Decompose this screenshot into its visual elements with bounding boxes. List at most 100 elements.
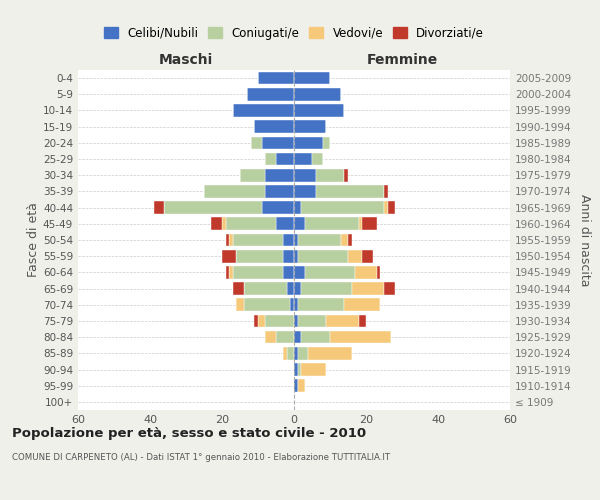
Bar [222, 218, 226, 230]
Y-axis label: Anni di nascita: Anni di nascita [578, 194, 591, 286]
Bar [384, 202, 388, 214]
Bar [330, 331, 391, 344]
Bar [290, 298, 294, 311]
Bar [298, 234, 341, 246]
Bar [229, 234, 233, 246]
Text: COMUNE DI CARPENETO (AL) - Dati ISTAT 1° gennaio 2010 - Elaborazione TUTTITALIA.: COMUNE DI CARPENETO (AL) - Dati ISTAT 1°… [12, 452, 390, 462]
Bar [326, 314, 359, 328]
Bar [287, 347, 294, 360]
Bar [244, 298, 290, 311]
Bar [294, 169, 316, 181]
Bar [294, 136, 323, 149]
Legend: Celibi/Nubili, Coniugati/e, Vedovi/e, Divorziati/e: Celibi/Nubili, Coniugati/e, Vedovi/e, Di… [104, 26, 484, 40]
Bar [294, 104, 344, 117]
Bar [283, 266, 294, 278]
Bar [294, 202, 301, 214]
Bar [283, 234, 294, 246]
Bar [316, 169, 344, 181]
Text: Popolazione per età, sesso e stato civile - 2010: Popolazione per età, sesso e stato civil… [12, 428, 366, 440]
Bar [294, 120, 326, 133]
Bar [298, 314, 326, 328]
Bar [276, 331, 294, 344]
Bar [294, 185, 316, 198]
Bar [294, 347, 298, 360]
Bar [233, 234, 283, 246]
Bar [154, 202, 164, 214]
Bar [265, 152, 276, 166]
Bar [233, 282, 244, 295]
Bar [377, 266, 380, 278]
Bar [265, 185, 294, 198]
Bar [348, 250, 362, 262]
Bar [294, 331, 301, 344]
Text: Femmine: Femmine [367, 53, 437, 67]
Bar [233, 266, 283, 278]
Bar [298, 347, 308, 360]
Bar [229, 266, 233, 278]
Bar [276, 152, 294, 166]
Bar [301, 331, 330, 344]
Bar [294, 72, 330, 85]
Bar [294, 266, 305, 278]
Bar [301, 282, 352, 295]
Bar [352, 282, 384, 295]
Bar [204, 185, 265, 198]
Bar [276, 218, 294, 230]
Bar [164, 202, 262, 214]
Bar [305, 266, 355, 278]
Bar [287, 282, 294, 295]
Bar [254, 314, 258, 328]
Bar [294, 218, 305, 230]
Bar [244, 282, 287, 295]
Bar [283, 347, 287, 360]
Bar [359, 314, 366, 328]
Bar [294, 314, 298, 328]
Bar [262, 136, 294, 149]
Bar [341, 234, 348, 246]
Bar [294, 282, 301, 295]
Bar [362, 218, 377, 230]
Bar [247, 88, 294, 101]
Bar [294, 298, 298, 311]
Bar [355, 266, 377, 278]
Bar [262, 202, 294, 214]
Bar [316, 185, 384, 198]
Bar [226, 234, 229, 246]
Bar [294, 152, 312, 166]
Bar [294, 380, 298, 392]
Bar [294, 250, 298, 262]
Bar [258, 72, 294, 85]
Bar [254, 120, 294, 133]
Bar [301, 363, 326, 376]
Bar [283, 250, 294, 262]
Y-axis label: Fasce di età: Fasce di età [27, 202, 40, 278]
Bar [236, 298, 244, 311]
Bar [226, 266, 229, 278]
Bar [294, 234, 298, 246]
Bar [265, 169, 294, 181]
Bar [294, 88, 341, 101]
Bar [236, 250, 283, 262]
Bar [312, 152, 323, 166]
Bar [298, 363, 301, 376]
Bar [226, 218, 276, 230]
Bar [265, 331, 276, 344]
Bar [233, 104, 294, 117]
Bar [344, 298, 380, 311]
Bar [305, 218, 359, 230]
Bar [265, 314, 294, 328]
Bar [384, 185, 388, 198]
Bar [258, 314, 265, 328]
Bar [240, 169, 265, 181]
Bar [222, 250, 236, 262]
Bar [251, 136, 262, 149]
Bar [323, 136, 330, 149]
Bar [298, 250, 348, 262]
Bar [344, 169, 348, 181]
Bar [308, 347, 352, 360]
Bar [301, 202, 384, 214]
Bar [294, 363, 298, 376]
Text: Maschi: Maschi [159, 53, 213, 67]
Bar [298, 380, 305, 392]
Bar [384, 282, 395, 295]
